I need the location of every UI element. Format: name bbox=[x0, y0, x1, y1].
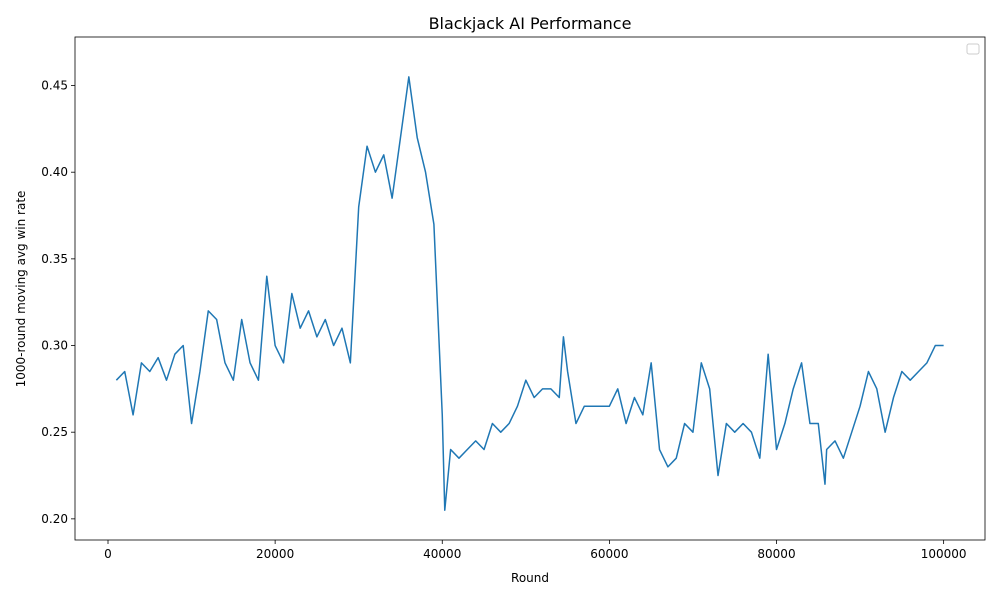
y-tick-label: 0.35 bbox=[41, 252, 68, 266]
chart-title: Blackjack AI Performance bbox=[429, 14, 632, 33]
plot-frame bbox=[74, 36, 986, 541]
x-tick-label: 40000 bbox=[423, 547, 461, 561]
y-axis-label: 1000-round moving avg win rate bbox=[14, 191, 28, 388]
x-tick-label: 100000 bbox=[921, 547, 967, 561]
x-axis-label: Round bbox=[511, 571, 549, 585]
data-line bbox=[115, 76, 944, 511]
y-tick-label: 0.40 bbox=[41, 165, 68, 179]
y-tick-label: 0.45 bbox=[41, 79, 68, 93]
legend-box bbox=[966, 43, 980, 55]
y-tick-label: 0.25 bbox=[41, 425, 68, 439]
x-tick-label: 0 bbox=[104, 547, 112, 561]
x-tick-label: 60000 bbox=[590, 547, 628, 561]
y-tick-label: 0.30 bbox=[41, 339, 68, 353]
x-tick-label: 80000 bbox=[757, 547, 795, 561]
x-tick-label: 20000 bbox=[256, 547, 294, 561]
y-tick-label: 0.20 bbox=[41, 512, 68, 526]
